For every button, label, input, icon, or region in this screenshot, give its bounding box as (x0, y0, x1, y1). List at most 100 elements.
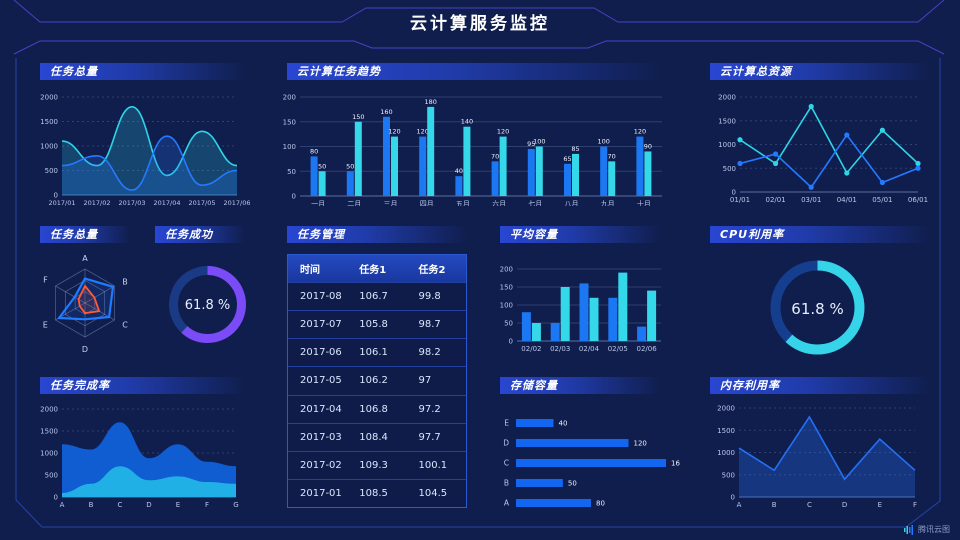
panel-title-memory-rate: 内存利用率 (710, 377, 930, 394)
table-cell: 2017-05 (300, 375, 342, 387)
svg-text:E: E (878, 501, 882, 509)
svg-text:2017/02: 2017/02 (83, 199, 110, 206)
svg-text:50: 50 (346, 162, 354, 170)
table-header-cell: 任务1 (359, 265, 387, 276)
svg-text:2017/06: 2017/06 (223, 199, 250, 206)
completion-area-chart: 0 500 1000 1500 2000 A B C D E F G (30, 398, 250, 513)
svg-text:70: 70 (608, 152, 616, 160)
table-row: 2017-08 106.7 99.8 (288, 282, 466, 310)
svg-text:D: D (82, 345, 88, 354)
svg-text:C: C (504, 459, 509, 468)
svg-text:五月: 五月 (456, 200, 470, 206)
svg-text:B: B (772, 501, 777, 509)
table-cell: 2017-03 (300, 431, 342, 443)
svg-text:E: E (176, 501, 180, 509)
svg-text:95: 95 (527, 140, 535, 148)
svg-text:1000: 1000 (717, 449, 735, 457)
panel-title-task-trend: 云计算任务趋势 (287, 63, 662, 80)
table-cell: 2017-04 (300, 403, 342, 415)
table-cell: 106.7 (359, 291, 388, 303)
table-cell: 2017-01 (300, 487, 342, 499)
table-cell: 106.1 (359, 347, 388, 359)
svg-text:四月: 四月 (420, 200, 434, 206)
table-cell: 105.8 (359, 319, 388, 331)
table-cell: 98.7 (418, 319, 441, 331)
table-cell: 99.8 (418, 291, 441, 303)
table-row: 2017-06 106.1 98.2 (288, 338, 466, 366)
svg-text:E: E (504, 419, 509, 428)
svg-text:80: 80 (310, 147, 318, 155)
cpu-rate-donut: 61.8 % (760, 250, 875, 365)
svg-text:02/05: 02/05 (608, 345, 628, 353)
svg-text:B: B (504, 479, 509, 488)
svg-text:七月: 七月 (528, 199, 542, 206)
svg-text:100: 100 (533, 138, 545, 146)
svg-text:02/06: 02/06 (637, 345, 658, 353)
svg-text:160: 160 (671, 460, 680, 468)
table-cell: 97.7 (418, 431, 441, 443)
page-title: 云计算服务监控 (410, 14, 550, 34)
svg-text:D: D (503, 439, 509, 448)
svg-text:G: G (233, 501, 238, 509)
svg-text:C: C (807, 501, 812, 509)
svg-text:50: 50 (287, 168, 296, 176)
svg-text:1500: 1500 (40, 118, 58, 126)
table-cell: 2017-08 (300, 291, 342, 303)
svg-text:120: 120 (634, 440, 647, 448)
svg-text:04/01: 04/01 (837, 196, 857, 204)
svg-text:2000: 2000 (40, 94, 58, 102)
svg-text:C: C (118, 501, 123, 509)
svg-text:F: F (205, 501, 209, 509)
svg-text:500: 500 (723, 165, 736, 173)
svg-text:1500: 1500 (718, 117, 736, 125)
svg-text:500: 500 (45, 472, 58, 480)
table-cell: 108.4 (359, 431, 388, 443)
panel-title-total-resources: 云计算总资源 (710, 63, 930, 80)
table-header-cell: 时间 (300, 265, 320, 276)
svg-text:2000: 2000 (717, 405, 735, 413)
svg-text:一月: 一月 (311, 200, 325, 206)
svg-text:1000: 1000 (718, 141, 736, 149)
panel-title-cpu-rate: CPU利用率 (710, 226, 930, 243)
task-table-header: 时间 任务1 任务2 (288, 255, 466, 282)
table-cell: 106.8 (359, 403, 388, 415)
avg-capacity-bar-chart: 0 50 100 150 200 02/02 02/03 02/04 02/05 02/06 (495, 255, 665, 355)
svg-text:0: 0 (732, 189, 736, 197)
task-table-body: 2017-08 106.7 99.8 2017-07 105.8 98.7 2017-06 1… (288, 282, 466, 507)
svg-text:2017/04: 2017/04 (153, 199, 180, 206)
svg-text:二月: 二月 (347, 200, 361, 206)
svg-text:F: F (913, 501, 917, 509)
svg-text:D: D (146, 501, 151, 509)
svg-text:三月: 三月 (384, 200, 398, 206)
table-header-cell: 任务2 (418, 265, 446, 276)
memory-line-chart: 0 500 1000 1500 2000 A B C D E F (705, 398, 935, 513)
svg-text:B: B (122, 278, 128, 287)
panel-title-avg-capacity: 平均容量 (500, 226, 660, 243)
watermark-logo-icon (904, 524, 913, 535)
svg-text:0: 0 (509, 338, 513, 346)
svg-text:50: 50 (318, 162, 326, 170)
svg-text:十月: 十月 (637, 199, 651, 206)
svg-text:50: 50 (568, 480, 577, 488)
svg-text:120: 120 (497, 128, 509, 136)
svg-text:A: A (504, 499, 510, 508)
cpu-rate-value: 61.8 % (791, 300, 844, 318)
svg-text:九月: 九月 (601, 199, 615, 206)
panel-title-task-total: 任务总量 (40, 63, 245, 80)
svg-text:100: 100 (283, 143, 296, 151)
svg-text:100: 100 (500, 302, 513, 310)
svg-text:500: 500 (45, 167, 58, 175)
task-table: 时间 任务1 任务2 2017-08 106.7 99.8 2017-07 105.8 98.… (287, 254, 467, 508)
svg-text:140: 140 (461, 118, 473, 126)
svg-text:1000: 1000 (40, 143, 58, 151)
svg-text:02/03: 02/03 (550, 345, 570, 353)
svg-text:A: A (737, 501, 742, 509)
task-total-line-chart: 0 500 1000 1500 2000 2017/01 2017/02 2017/03 201… (30, 88, 250, 207)
total-resources-line-chart: 0 500 1000 1500 2000 01/01 02/01 03/01 04/01 05/0… (705, 88, 935, 206)
watermark-label: 腾讯云图 (918, 525, 950, 534)
svg-text:150: 150 (500, 284, 513, 292)
table-row: 2017-02 109.3 100.1 (288, 450, 466, 479)
table-row: 2017-04 106.8 97.2 (288, 394, 466, 423)
svg-text:2000: 2000 (718, 94, 736, 102)
svg-text:05/01: 05/01 (872, 196, 892, 204)
